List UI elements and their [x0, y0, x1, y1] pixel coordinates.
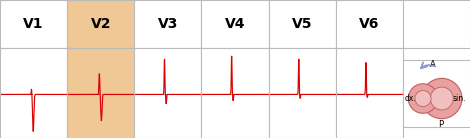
Text: V6: V6: [359, 17, 379, 31]
Circle shape: [415, 91, 431, 107]
Text: P: P: [439, 120, 444, 128]
Circle shape: [422, 78, 462, 119]
Text: V4: V4: [225, 17, 245, 31]
Text: V1: V1: [24, 17, 44, 31]
Text: V5: V5: [292, 17, 313, 31]
Text: V2: V2: [90, 17, 111, 31]
Text: sin.: sin.: [453, 94, 466, 103]
Text: A: A: [430, 60, 435, 69]
Circle shape: [408, 84, 438, 113]
Text: dx.: dx.: [405, 94, 416, 103]
Circle shape: [431, 87, 453, 110]
Text: V3: V3: [157, 17, 178, 31]
